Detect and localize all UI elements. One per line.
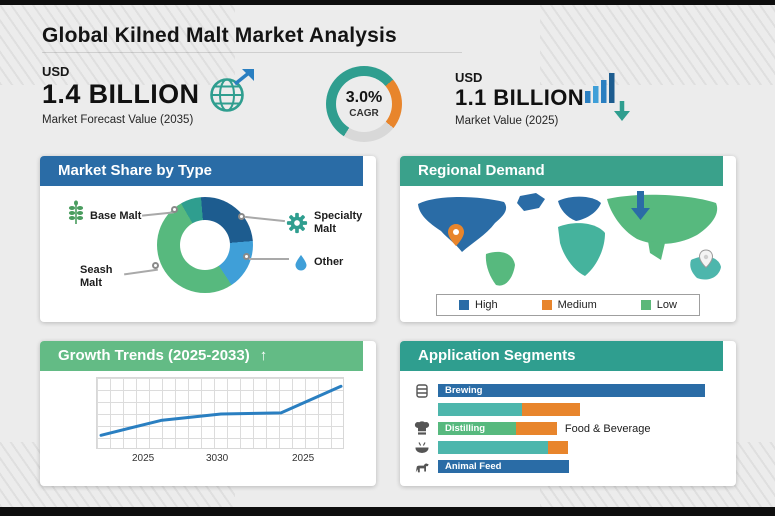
pie-connector <box>124 268 158 276</box>
bar-row <box>414 438 728 457</box>
pie-connector-dot <box>238 213 245 220</box>
legend-label: Medium <box>557 299 597 311</box>
x-tick-label: 2025 <box>132 453 155 464</box>
bar-segment: Brewing <box>438 384 705 397</box>
legend-item-medium: Medium <box>541 299 597 311</box>
bar-segment: Distilling <box>438 422 517 435</box>
bottom-border-bar <box>0 507 775 516</box>
legend-swatch <box>459 300 469 310</box>
legend-label: High <box>475 299 498 311</box>
down-arrow-marker <box>631 191 650 220</box>
pie-connector <box>249 258 289 260</box>
legend-item-high: High <box>459 299 498 311</box>
corner-stripes <box>0 5 235 85</box>
panel-growth-trends-header: Growth Trends (2025-2033) ↑ <box>40 341 363 371</box>
legend-swatch <box>640 300 651 310</box>
cagr-gauge: 3.0% CAGR <box>326 66 402 142</box>
pie-connector <box>245 215 285 223</box>
pie-connector-dot <box>243 253 250 260</box>
up-arrow-icon: ↑ <box>259 347 268 364</box>
bar-annotation: Food & Beverage <box>564 422 651 435</box>
application-bar-track <box>438 403 728 416</box>
application-bar-track: Distilling Food & Beverage <box>438 422 728 435</box>
bar-segment <box>438 441 549 454</box>
application-bars: Brewing Distilling Food & Beverage <box>414 381 728 476</box>
bar-row: Brewing <box>414 381 728 400</box>
pie-label-specialty-malt: Specialty Malt <box>314 210 363 235</box>
bar-segment <box>522 403 581 416</box>
pie-label-other: Other <box>314 256 344 268</box>
panel-market-share-header: Market Share by Type <box>40 156 363 186</box>
currency-label: USD <box>455 70 483 85</box>
market-value: 1.1 BILLION <box>455 85 585 110</box>
pie-label-base-malt: Base Malt <box>90 210 142 222</box>
legend-label: Low <box>656 299 677 311</box>
market-caption: Market Value (2025) <box>455 115 559 127</box>
application-bar-track: Animal Feed <box>438 460 728 473</box>
chef-hat-icon <box>414 420 438 437</box>
wheat-icon <box>68 200 84 224</box>
panel-regional-demand-header: Regional Demand <box>400 156 723 186</box>
down-arrow-icon <box>614 101 630 121</box>
pie-label-seash-malt: Seash Malt <box>80 264 113 289</box>
bar-row <box>414 400 728 419</box>
world-map <box>418 191 721 286</box>
panel-application-segments: Application Segments Brewing <box>400 341 736 486</box>
bar-chart-icon <box>585 73 615 103</box>
bar-label: Distilling <box>445 423 486 434</box>
dog-icon <box>414 459 438 475</box>
stat-market-value: USD 1.1 BILLION Market Value (2025) <box>455 70 584 127</box>
gear-icon <box>286 212 308 234</box>
title-underline <box>42 52 462 53</box>
pie-connector-dot <box>152 262 159 269</box>
bar-label: Brewing <box>445 385 483 396</box>
top-border-bar <box>0 0 775 5</box>
globe-with-up-arrow-icon <box>210 69 254 112</box>
map-pin-icon <box>448 224 464 246</box>
growth-chart-grid <box>96 377 344 449</box>
legend-item-low: Low <box>640 299 677 311</box>
map-pin-icon <box>698 249 714 269</box>
panel-growth-trends: Growth Trends (2025-2033) ↑ 2025 3030 202… <box>40 341 376 486</box>
bar-segment <box>516 422 557 435</box>
forecast-caption: Market Forecast Value (2035) <box>42 114 194 126</box>
bar-segment <box>438 403 523 416</box>
bowl-icon <box>414 440 438 456</box>
cagr-label: CAGR <box>349 108 379 119</box>
growth-line-chart <box>99 384 343 437</box>
application-bar-track: Brewing <box>438 384 728 397</box>
panel-application-segments-header: Application Segments <box>400 341 723 371</box>
currency-label: USD <box>42 64 70 79</box>
droplet-icon <box>295 255 307 271</box>
x-tick-label: 3030 <box>206 453 229 464</box>
pie-connector-dot <box>171 206 178 213</box>
panel-market-share: Market Share by Type Base Malt Specialty… <box>40 156 376 322</box>
forecast-value: 1.4 BILLION <box>42 79 200 109</box>
legend-swatch <box>541 300 552 310</box>
corner-stripes <box>540 5 775 85</box>
bar-row: Animal Feed <box>414 457 728 476</box>
growth-title: Growth Trends (2025-2033) <box>58 347 250 364</box>
growth-line-path <box>99 384 343 437</box>
bar-segment <box>548 441 569 454</box>
keg-icon <box>414 383 438 399</box>
bar-segment: Animal Feed <box>438 460 569 473</box>
stat-forecast-value: USD 1.4 BILLION Market Forecast Value (2… <box>42 64 199 126</box>
x-tick-label: 2025 <box>292 453 315 464</box>
map-legend: High Medium Low <box>436 294 700 316</box>
bar-label: Animal Feed <box>445 461 502 472</box>
page-title: Global Kilned Malt Market Analysis <box>42 24 397 47</box>
application-bar-track <box>438 441 728 454</box>
bar-row: Distilling Food & Beverage <box>414 419 728 438</box>
cagr-value: 3.0% <box>345 89 383 106</box>
panel-regional-demand: Regional Demand <box>400 156 736 322</box>
